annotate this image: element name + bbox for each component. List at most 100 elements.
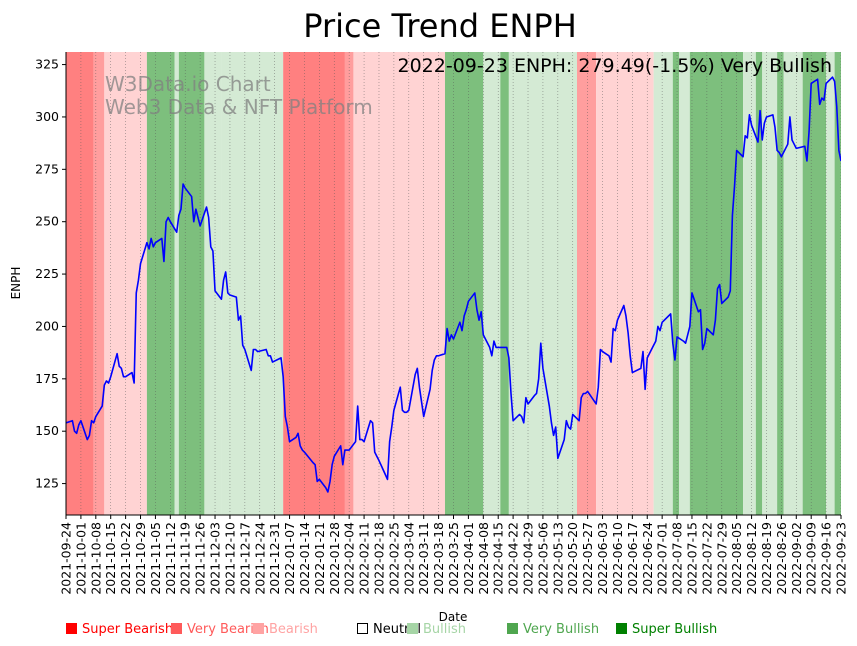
sentiment-band-12 <box>483 52 501 515</box>
sentiment-legend: Super Bearish Very Bearish Bearish Neutral B… <box>66 622 717 637</box>
x-tick-label-28: 2022-04-08 <box>476 522 491 595</box>
sentiment-band-0 <box>66 52 94 515</box>
x-tick-label-48: 2022-08-26 <box>774 522 789 595</box>
chart-title: Price Trend ENPH <box>303 7 577 45</box>
x-tick-label-12: 2021-12-17 <box>237 522 252 595</box>
legend-swatch-bearish <box>253 623 264 634</box>
sentiment-band-24 <box>777 52 784 515</box>
x-tick-label-41: 2022-07-08 <box>670 522 685 595</box>
sentiment-band-5 <box>178 52 205 515</box>
x-tick-label-5: 2021-10-29 <box>133 522 148 595</box>
legend-label-super-bearish: Super Bearish <box>82 622 173 637</box>
x-tick-label-50: 2022-09-09 <box>804 522 819 595</box>
x-tick-label-39: 2022-06-24 <box>640 522 655 595</box>
x-tick-label-6: 2021-11-05 <box>148 522 163 595</box>
y-tick-label-200: 200 <box>35 318 59 333</box>
y-tick-label-275: 275 <box>35 161 59 176</box>
legend-label-bearish: Bearish <box>269 622 318 637</box>
sentiment-band-25 <box>783 52 803 515</box>
x-tick-label-15: 2022-01-07 <box>282 522 297 595</box>
sentiment-band-26 <box>802 52 827 515</box>
sentiment-band-20 <box>689 52 744 515</box>
x-tick-label-25: 2022-03-18 <box>431 522 446 595</box>
sentiment-band-22 <box>755 52 763 515</box>
y-tick-label-175: 175 <box>35 371 59 386</box>
x-tick-label-33: 2022-05-13 <box>550 522 565 595</box>
x-tick-label-45: 2022-08-05 <box>729 522 744 595</box>
x-tick-label-20: 2022-02-11 <box>357 522 372 595</box>
sentiment-band-1 <box>93 52 105 515</box>
y-tick-label-250: 250 <box>35 214 59 229</box>
sentiment-band-11 <box>444 52 484 515</box>
legend-label-super-bullish: Super Bullish <box>632 622 717 637</box>
legend-label-very-bearish: Very Bearish <box>187 622 269 637</box>
sentiment-band-19 <box>679 52 690 515</box>
x-tick-label-31: 2022-04-29 <box>521 522 536 595</box>
x-tick-label-44: 2022-07-29 <box>714 522 729 595</box>
sentiment-band-6 <box>204 52 222 515</box>
x-tick-label-11: 2021-12-10 <box>222 522 237 595</box>
x-tick-label-0: 2021-09-24 <box>59 522 74 595</box>
legend-swatch-super-bullish <box>616 623 627 634</box>
legend-label-bullish: Bullish <box>423 622 466 637</box>
x-axis-label: Date <box>439 610 468 624</box>
x-tick-label-7: 2021-11-12 <box>163 522 178 595</box>
y-axis-label: ENPH <box>9 267 23 300</box>
sentiment-band-21 <box>743 52 756 515</box>
x-tick-label-43: 2022-07-22 <box>699 522 714 595</box>
sentiment-band-28 <box>834 52 841 515</box>
x-tick-label-2: 2021-10-08 <box>88 522 103 595</box>
sentiment-band-16 <box>596 52 654 515</box>
sentiment-band-7 <box>221 52 284 515</box>
y-tick-label-150: 150 <box>35 423 59 438</box>
x-tick-label-1: 2021-10-01 <box>73 522 88 595</box>
watermark-line-1: W3Data.io Chart <box>105 72 271 96</box>
legend-swatch-very-bullish <box>507 623 518 634</box>
x-tick-label-22: 2022-02-25 <box>386 522 401 595</box>
sentiment-band-17 <box>653 52 673 515</box>
y-tick-label-300: 300 <box>35 109 59 124</box>
x-tick-label-32: 2022-05-06 <box>535 522 550 595</box>
legend-swatch-super-bearish <box>66 623 77 634</box>
sentiment-band-3 <box>146 52 175 515</box>
legend-swatch-neutral <box>357 623 368 634</box>
x-tick-label-17: 2022-01-21 <box>312 522 327 595</box>
x-tick-label-38: 2022-06-17 <box>625 522 640 595</box>
y-tick-label-225: 225 <box>35 266 59 281</box>
x-tick-label-29: 2022-04-15 <box>491 522 506 595</box>
x-tick-label-8: 2021-11-19 <box>178 522 193 595</box>
x-tick-label-19: 2022-02-04 <box>342 522 357 595</box>
x-tick-label-26: 2022-03-25 <box>446 522 461 595</box>
sentiment-band-4 <box>174 52 179 515</box>
x-tick-label-18: 2022-01-28 <box>327 522 342 595</box>
legend-swatch-bullish <box>407 623 418 634</box>
x-tick-label-47: 2022-08-19 <box>759 522 774 595</box>
watermark: W3Data.io Chart Web3 Data & NFT Platform <box>105 72 373 119</box>
legend-label-very-bullish: Very Bullish <box>523 622 599 637</box>
x-tick-label-30: 2022-04-22 <box>506 522 521 595</box>
series-line-ENPH <box>66 76 841 493</box>
x-tick-label-52: 2022-09-23 <box>834 522 849 595</box>
y-tick-label-325: 325 <box>35 57 59 72</box>
x-tick-label-24: 2022-03-11 <box>416 522 431 595</box>
x-tick-label-51: 2022-09-16 <box>819 522 834 595</box>
x-tick-label-27: 2022-04-01 <box>461 522 476 595</box>
x-tick-label-14: 2021-12-31 <box>267 522 282 595</box>
legend-swatch-very-bearish <box>171 623 182 634</box>
x-tick-label-4: 2021-10-22 <box>118 522 133 595</box>
sentiment-band-23 <box>762 52 778 515</box>
x-tick-label-3: 2021-10-15 <box>103 522 118 595</box>
x-tick-label-46: 2022-08-12 <box>744 522 759 595</box>
sentiment-band-10 <box>353 52 445 515</box>
x-tick-label-16: 2022-01-14 <box>297 522 312 595</box>
sentiment-band-27 <box>826 52 835 515</box>
price-annotation: 2022-09-23 ENPH: 279.49(-1.5%) Very Bull… <box>398 55 833 77</box>
x-tick-label-34: 2022-05-20 <box>565 522 580 595</box>
x-tick-label-10: 2021-12-03 <box>208 522 223 595</box>
watermark-line-2: Web3 Data & NFT Platform <box>105 95 373 119</box>
x-tick-label-21: 2022-02-18 <box>371 522 386 595</box>
x-tick-label-35: 2022-05-27 <box>580 522 595 595</box>
y-tick-label-125: 125 <box>35 476 59 491</box>
x-tick-label-42: 2022-07-15 <box>684 522 699 595</box>
sentiment-band-18 <box>672 52 680 515</box>
